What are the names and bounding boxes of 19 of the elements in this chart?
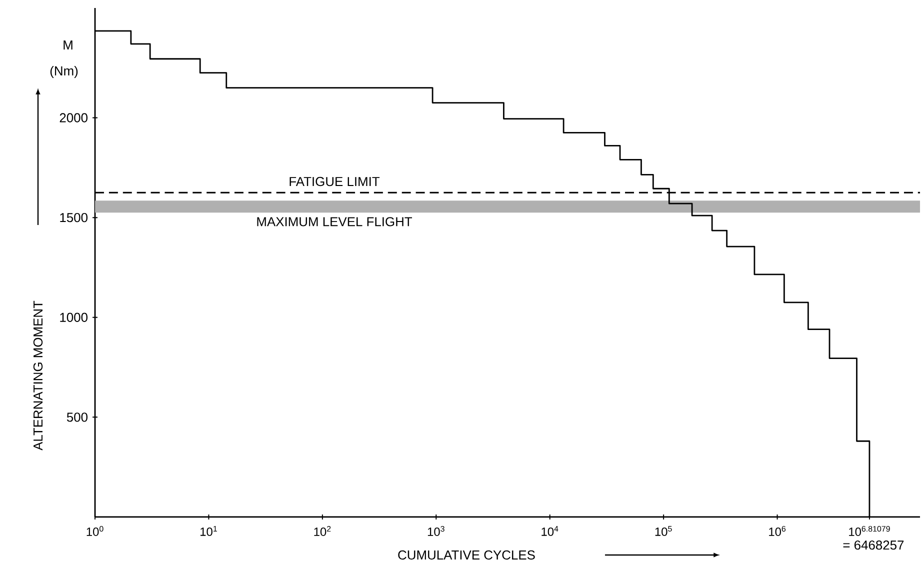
text: (Nm) [50, 66, 78, 78]
ref-line-label: FATIGUE LIMIT [290, 176, 380, 186]
x-tick-label: 10$^{6.81079}$ [849, 526, 890, 536]
annotation: = 6468257 [843, 540, 904, 550]
x-axis-title: CUMULATIVE CYCLES [398, 550, 535, 560]
x-tick-label: 10$^{1}$ [200, 526, 217, 536]
y-tick-label: 1000 [60, 312, 88, 322]
y-tick-label: 1500 [60, 212, 88, 222]
x-tick-label: 10$^{0}$ [86, 526, 104, 536]
text: M [64, 40, 72, 50]
y-tick-label: 2000 [60, 113, 88, 122]
y-tick-label: 500 [66, 412, 88, 422]
y-axis-title: ALTERNATING MOMENT [33, 300, 43, 450]
x-tick-label: 10$^{5}$ [655, 526, 672, 536]
band-label: MAXIMUM LEVEL FLIGHT [257, 217, 412, 226]
x-tick-label: 10$^{3}$ [428, 526, 444, 536]
x-tick-label: 10$^{4}$ [542, 526, 558, 536]
x-tick-label: 10$^{2}$ [314, 526, 331, 536]
x-tick-label: 10$^{6}$ [769, 526, 786, 536]
